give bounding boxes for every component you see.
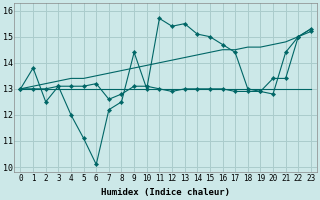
X-axis label: Humidex (Indice chaleur): Humidex (Indice chaleur) — [101, 188, 230, 197]
